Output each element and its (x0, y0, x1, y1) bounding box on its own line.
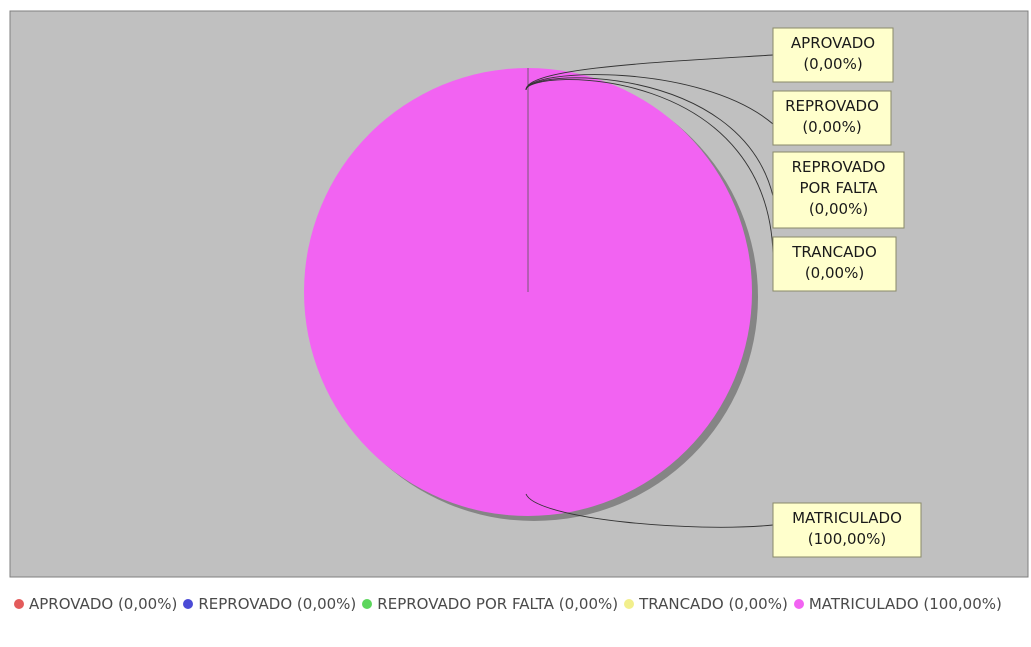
legend-swatch-reprovado (183, 599, 194, 609)
legend-label-reprovado: REPROVADO (0,00%) (198, 595, 357, 613)
legend-item-trancado: TRANCADO (0,00%) (624, 590, 788, 619)
legend-swatch-trancado (624, 599, 635, 609)
leader-line-trancado (525, 79, 774, 271)
data-label-reprovado: REPROVADO (0,00%) (785, 97, 879, 136)
data-label-box-reprovado-por-falta (772, 151, 905, 229)
legend-label-trancado: TRANCADO (0,00%) (639, 595, 788, 613)
legend-item-matriculado: MATRICULADO (100,00%) (793, 590, 1002, 619)
legend-label-aprovado: APROVADO (0,00%) (29, 595, 178, 613)
legend: APROVADO (0,00%) REPROVADO (0,00%) REPROVA… (14, 590, 1014, 619)
leader-line-reprovado-por-falta (525, 77, 774, 197)
data-label-matriculado: MATRICULADO (100,00%) (792, 509, 902, 548)
data-label-box-matriculado (772, 502, 922, 558)
leader-line-reprovado (525, 74, 774, 125)
data-label-box-reprovado (772, 90, 892, 146)
legend-swatch-matriculado (793, 599, 804, 609)
legend-item-aprovado: APROVADO (0,00%) (14, 590, 177, 619)
legend-item-reprovado-por-falta: REPROVADO POR FALTA (0,00%) (362, 590, 618, 619)
legend-swatch-aprovado (14, 599, 24, 609)
data-label-aprovado: APROVADO (0,00%) (791, 34, 875, 73)
legend-label-reprovado-por-falta: REPROVADO POR FALTA (0,00%) (377, 595, 619, 613)
data-label-box-trancado (772, 236, 897, 292)
legend-item-reprovado: REPROVADO (0,00%) (183, 590, 356, 619)
legend-swatch-reprovado-por-falta (362, 599, 373, 609)
leader-line-aprovado (525, 54, 774, 91)
leader-line-matriculado (525, 493, 774, 528)
legend-label-matriculado: MATRICULADO (100,00%) (808, 595, 1002, 613)
data-label-box-aprovado (772, 27, 894, 83)
data-label-trancado: TRANCADO (0,00%) (791, 243, 877, 282)
data-label-reprovado-por-falta: REPROVADO POR FALTA (0,00%) (792, 158, 886, 218)
